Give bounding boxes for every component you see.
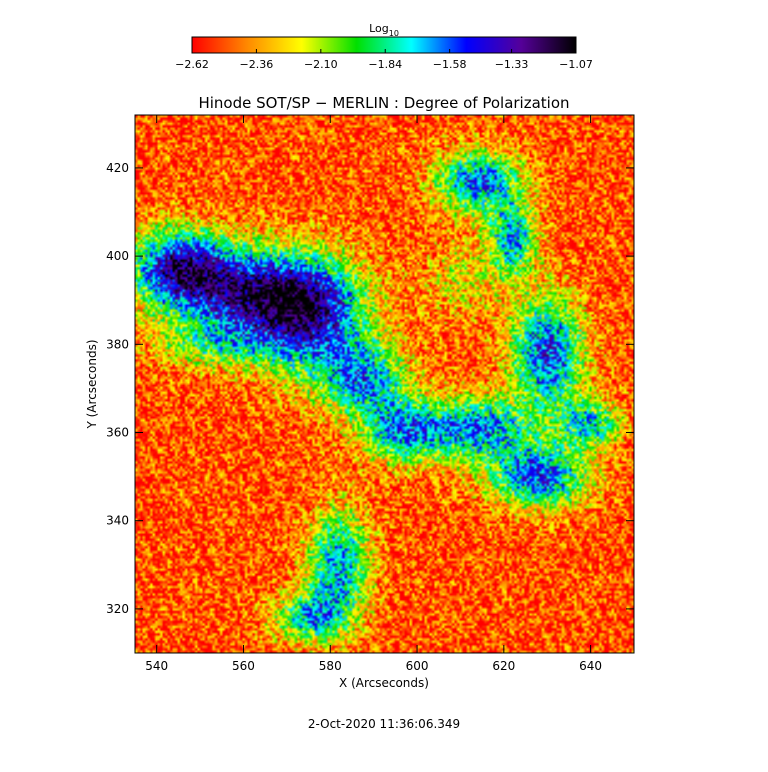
- x-tick-label: 600: [406, 659, 429, 673]
- y-tick-label: 340: [106, 514, 129, 528]
- x-axis-ticks: 540 560 580 600 620 640: [145, 115, 602, 673]
- x-tick-label: 640: [579, 659, 602, 673]
- y-tick-label: 420: [106, 161, 129, 175]
- x-tick-label: 620: [492, 659, 515, 673]
- y-tick-label: 360: [106, 426, 129, 440]
- heatmap-image: [135, 115, 634, 653]
- colorbar-tick-label: −1.07: [559, 58, 593, 71]
- y-tick-label: 400: [106, 249, 129, 263]
- colorbar: [191, 36, 577, 54]
- colorbar-tick-label: −2.10: [304, 58, 338, 71]
- colorbar-tick-label: −2.62: [175, 58, 209, 71]
- y-tick-label: 380: [106, 337, 129, 351]
- x-tick-label: 560: [232, 659, 255, 673]
- timestamp: 2-Oct-2020 11:36:06.349: [308, 717, 460, 731]
- colorbar-tick-label: −1.58: [433, 58, 467, 71]
- y-tick-label: 320: [106, 602, 129, 616]
- colorbar-ticks: −2.62 −2.36 −2.10 −1.84 −1.58 −1.33 −1.07: [175, 49, 593, 71]
- y-axis-label: Y (Arcseconds): [85, 339, 99, 429]
- chart-title: Hinode SOT/SP − MERLIN : Degree of Polar…: [198, 94, 569, 112]
- colorbar-label-main: Log: [369, 22, 389, 35]
- colorbar-label: Log10: [369, 22, 399, 38]
- plot-frame: [134, 114, 635, 654]
- colorbar-tick-label: −1.84: [368, 58, 402, 71]
- y-axis-ticks: 320 340 360 380 400 420: [106, 161, 634, 616]
- x-tick-label: 580: [319, 659, 342, 673]
- colorbar-tick-label: −1.33: [495, 58, 529, 71]
- x-axis-label: X (Arcseconds): [339, 676, 429, 690]
- x-tick-label: 540: [145, 659, 168, 673]
- colorbar-label-sub: 10: [389, 29, 399, 38]
- colorbar-tick-label: −2.36: [240, 58, 274, 71]
